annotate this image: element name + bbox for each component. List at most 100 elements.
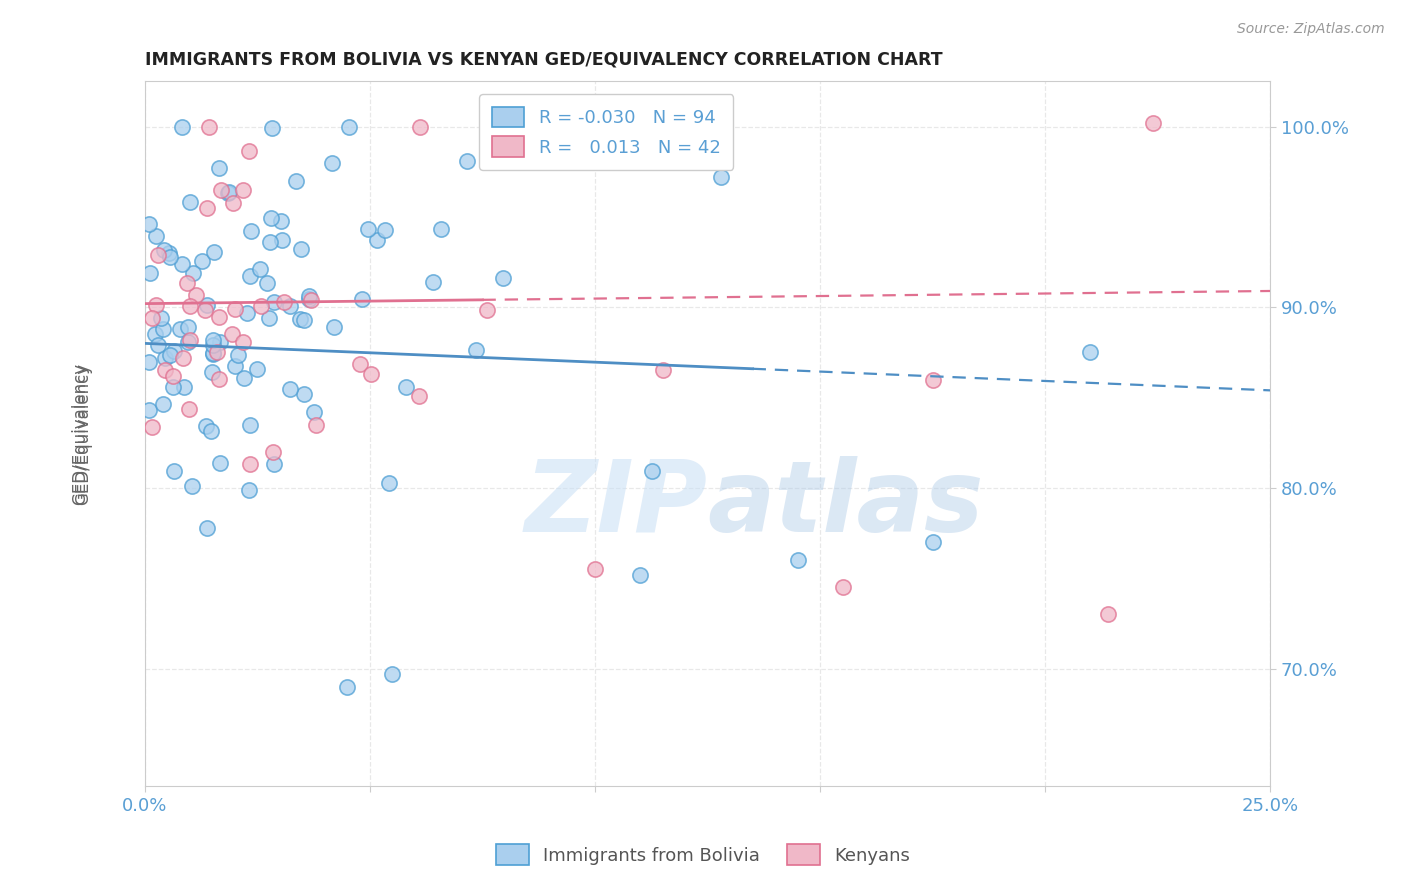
Point <box>1078 345 1101 359</box>
Point <box>263 294 285 309</box>
Point <box>381 667 404 681</box>
Point <box>195 201 218 215</box>
Point <box>138 354 160 368</box>
Point <box>162 380 184 394</box>
Point <box>208 334 231 349</box>
Point <box>141 420 163 434</box>
Point <box>360 368 382 382</box>
Point <box>194 303 217 318</box>
Point <box>232 335 254 350</box>
Point <box>202 333 225 347</box>
Point <box>209 183 232 197</box>
Point <box>201 365 224 379</box>
Point <box>475 303 498 318</box>
Point <box>179 402 201 417</box>
Point <box>786 553 808 567</box>
Point <box>239 268 262 283</box>
Point <box>145 298 167 312</box>
Point <box>235 306 257 320</box>
Point <box>170 120 193 134</box>
Point <box>456 154 478 169</box>
Point <box>186 287 208 301</box>
Point <box>163 464 186 478</box>
Point <box>226 349 249 363</box>
Text: Source: ZipAtlas.com: Source: ZipAtlas.com <box>1237 22 1385 37</box>
Point <box>366 233 388 247</box>
Point <box>249 262 271 277</box>
Point <box>177 334 200 349</box>
Point <box>337 120 360 134</box>
Point <box>172 351 194 365</box>
Point <box>217 186 239 201</box>
Point <box>259 235 281 249</box>
Point <box>201 346 224 360</box>
Point <box>239 418 262 433</box>
Point <box>149 310 172 325</box>
Text: GED/Equivalency: GED/Equivalency <box>75 363 91 505</box>
Y-axis label: GED/Equivalency: GED/Equivalency <box>72 363 89 505</box>
Point <box>628 567 651 582</box>
Point <box>921 372 943 386</box>
Point <box>202 347 225 361</box>
Point <box>651 363 673 377</box>
Point <box>349 357 371 371</box>
Point <box>141 310 163 325</box>
Point <box>195 521 218 535</box>
Point <box>378 475 401 490</box>
Point <box>270 214 292 228</box>
Point <box>153 244 176 258</box>
Point <box>194 418 217 433</box>
Point <box>373 223 395 237</box>
Point <box>262 444 284 458</box>
Point <box>177 320 200 334</box>
Point <box>157 246 180 260</box>
Point <box>239 223 262 237</box>
Legend: R = -0.030   N = 94, R =   0.013   N = 42: R = -0.030 N = 94, R = 0.013 N = 42 <box>479 94 734 169</box>
Point <box>273 294 295 309</box>
Point <box>162 369 184 384</box>
Point <box>262 120 284 135</box>
Point <box>202 245 225 260</box>
Point <box>200 425 222 439</box>
Point <box>430 222 453 236</box>
Point <box>583 562 606 576</box>
Point <box>224 359 246 373</box>
Point <box>173 379 195 393</box>
Legend: Immigrants from Bolivia, Kenyans: Immigrants from Bolivia, Kenyans <box>489 837 917 872</box>
Point <box>408 389 430 403</box>
Point <box>224 302 246 317</box>
Point <box>205 345 228 359</box>
Point <box>492 271 515 285</box>
Point <box>148 248 170 262</box>
Point <box>201 338 224 352</box>
Point <box>159 348 181 362</box>
Point <box>246 362 269 376</box>
Point <box>238 483 260 497</box>
Point <box>921 535 943 549</box>
Point <box>155 351 177 365</box>
Point <box>1142 116 1164 130</box>
Point <box>172 257 194 271</box>
Point <box>221 327 243 342</box>
Point <box>257 310 280 325</box>
Point <box>395 380 418 394</box>
Point <box>357 222 380 236</box>
Point <box>146 337 169 351</box>
Point <box>159 250 181 264</box>
Point <box>195 298 218 312</box>
Point <box>1097 607 1119 622</box>
Point <box>143 327 166 342</box>
Point <box>298 292 321 306</box>
Point <box>292 386 315 401</box>
Point <box>256 276 278 290</box>
Point <box>250 299 273 313</box>
Point <box>180 478 202 492</box>
Point <box>155 363 177 377</box>
Text: ZIP: ZIP <box>524 456 707 553</box>
Point <box>298 288 321 302</box>
Point <box>294 312 316 326</box>
Point <box>222 195 245 210</box>
Point <box>464 343 486 357</box>
Point <box>305 418 328 433</box>
Point <box>179 299 201 313</box>
